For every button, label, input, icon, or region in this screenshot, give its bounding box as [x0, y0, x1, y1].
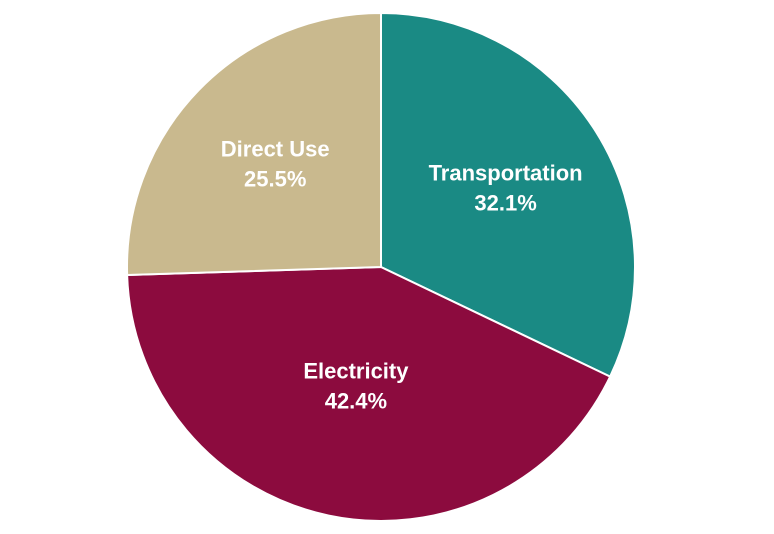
- slice-label-transportation: Transportation: [429, 161, 583, 186]
- slice-value-transportation: 32.1%: [474, 191, 536, 216]
- pie-slice-electricity: [126, 266, 612, 522]
- slice-value-electricity: 42.4%: [325, 388, 387, 413]
- pie-slices: [126, 12, 636, 522]
- slice-label-electricity: Electricity: [303, 358, 409, 383]
- slice-label-direct-use: Direct Use: [221, 137, 330, 162]
- slice-value-direct-use: 25.5%: [244, 167, 306, 192]
- pie-slice-direct-use: [126, 12, 382, 276]
- pie-slice-transportation: [380, 12, 636, 378]
- pie-labels: Transportation 32.1% Electricity 42.4% Direc…: [221, 137, 583, 414]
